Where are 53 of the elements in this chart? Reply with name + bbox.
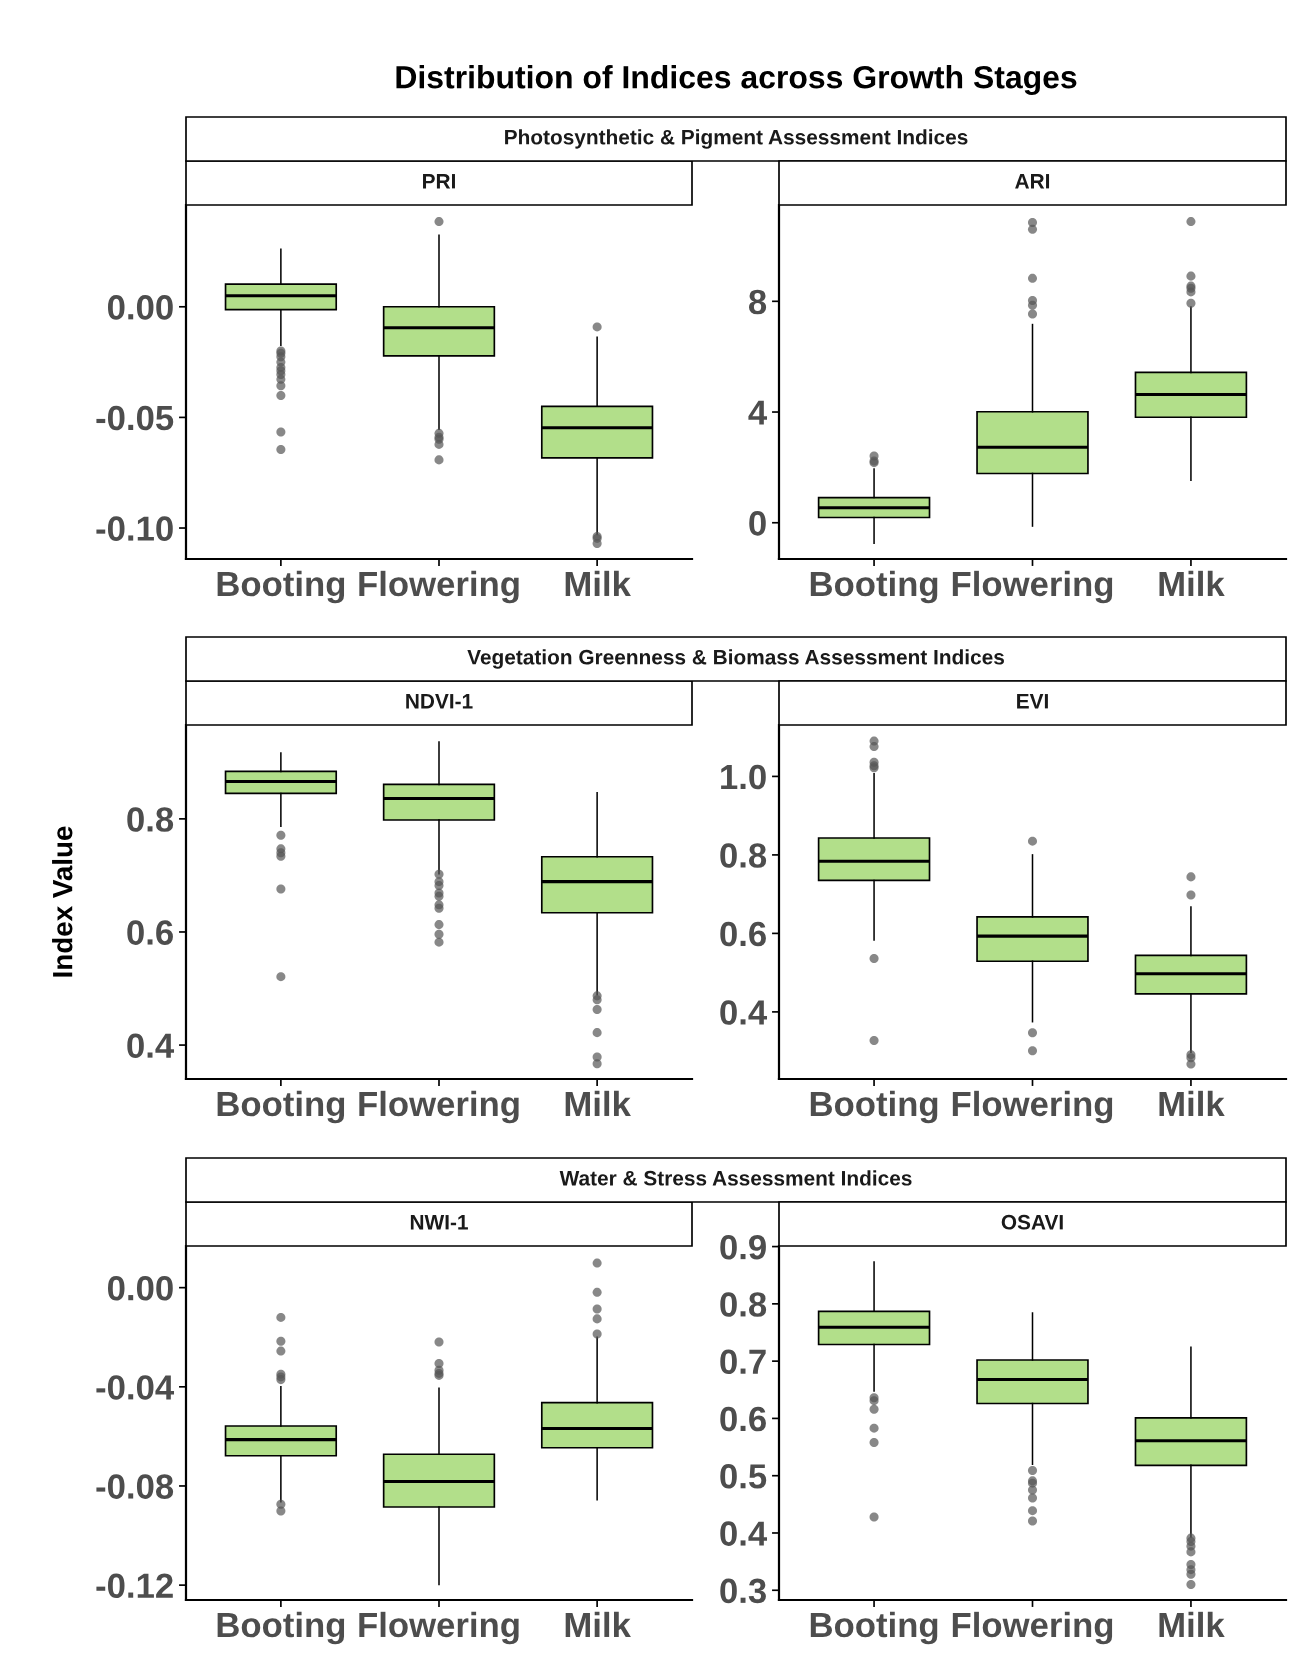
x-tick-label: Booting <box>810 570 938 604</box>
y-tick-label: 0.6 <box>720 1406 766 1432</box>
x-tick-label: Flowering <box>952 1611 1113 1645</box>
x-tick-label: Flowering <box>359 1611 519 1645</box>
chart-title: NDVI-1 <box>406 694 473 709</box>
x-tick-label: Flowering <box>359 570 519 604</box>
y-tick-label: 4 <box>748 400 768 425</box>
chart-title: NWI-1 <box>410 1215 468 1230</box>
y-tick-label: -0.05 <box>96 405 174 431</box>
x-tick-label: Booting <box>217 1611 345 1645</box>
chart-title: PRI <box>423 174 455 189</box>
y-tick-label: 0.8 <box>127 807 174 832</box>
chart-title: EVI <box>1017 694 1048 709</box>
x-tick-label: Flowering <box>359 1090 519 1124</box>
x-tick-label: Flowering <box>952 570 1113 604</box>
x-tick-label: Flowering <box>952 1090 1113 1124</box>
text: Photosynthetic & Pigment Assessment Indices <box>505 129 968 149</box>
y-tick-label: 0.4 <box>720 1521 768 1546</box>
y-tick-label: -0.04 <box>96 1375 175 1400</box>
y-axis-title: Index Value <box>52 826 73 977</box>
y-tick-label: 0.5 <box>720 1464 767 1489</box>
x-tick-label: Milk <box>1159 570 1225 596</box>
y-tick-label: 1.0 <box>721 764 766 790</box>
chart-title: OSAVI <box>1001 1214 1063 1230</box>
y-tick-label: 0.00 <box>107 1275 173 1301</box>
x-tick-label: Booting <box>810 1090 938 1124</box>
x-tick-label: Milk <box>565 1611 631 1637</box>
y-tick-label: -0.08 <box>96 1474 174 1499</box>
text: Distribution of Indices across Growth Stages <box>396 65 1077 95</box>
x-tick-label: Milk <box>565 1090 631 1116</box>
x-tick-label: Booting <box>217 570 345 604</box>
y-tick-label: 0.7 <box>720 1349 766 1375</box>
y-tick-label: 0.6 <box>720 921 766 947</box>
y-tick-label: 0.00 <box>107 295 173 320</box>
x-tick-label: Booting <box>217 1090 345 1124</box>
x-tick-label: Milk <box>1159 1611 1225 1637</box>
x-tick-label: Milk <box>1159 1090 1225 1116</box>
y-tick-label: -0.12 <box>96 1573 173 1599</box>
y-tick-label: 0.6 <box>127 920 173 945</box>
x-tick-label: Booting <box>810 1611 938 1645</box>
text: Vegetation Greenness & Biomass Assessment Indices <box>467 649 1004 669</box>
y-tick-label: 0.8 <box>720 843 767 868</box>
y-tick-label: 0 <box>749 511 766 536</box>
y-tick-label: 0.4 <box>127 1033 175 1058</box>
y-tick-label: 0.4 <box>720 1000 768 1025</box>
chart-title: ARI <box>1015 174 1050 189</box>
x-tick-label: Milk <box>565 570 631 596</box>
text: Water & Stress Assessment Indices <box>559 1170 912 1186</box>
y-tick-label: 0.3 <box>720 1578 766 1604</box>
y-tick-label: -0.10 <box>96 516 173 541</box>
y-tick-label: 8 <box>748 289 767 315</box>
y-tick-label: 0.8 <box>720 1292 767 1317</box>
y-tick-label: 0.9 <box>720 1234 766 1260</box>
